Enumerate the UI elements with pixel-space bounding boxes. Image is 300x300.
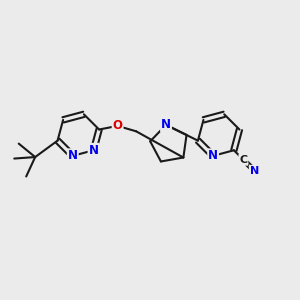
- Text: C: C: [239, 155, 247, 165]
- Text: O: O: [112, 119, 123, 132]
- Text: N: N: [161, 118, 171, 131]
- Text: N: N: [88, 144, 98, 157]
- Text: N: N: [250, 166, 259, 176]
- Text: N: N: [68, 149, 78, 162]
- Text: N: N: [208, 149, 218, 162]
